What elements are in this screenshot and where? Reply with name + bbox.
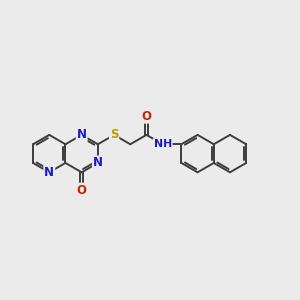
Text: O: O [142,110,152,123]
Text: S: S [110,128,118,141]
Text: N: N [77,128,87,141]
Text: NH: NH [154,139,172,149]
Text: N: N [93,157,103,169]
Text: O: O [77,184,87,196]
Text: N: N [44,166,54,179]
